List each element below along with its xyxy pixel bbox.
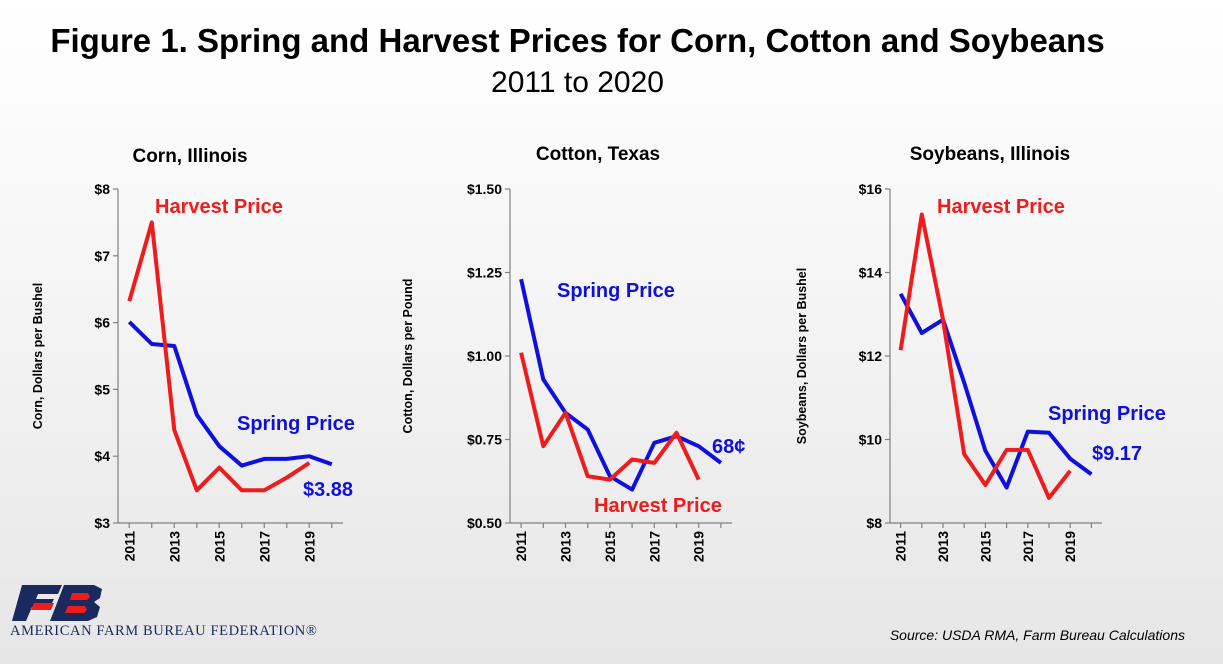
chart-3-x-tick-label: 2019 <box>1062 531 1078 562</box>
chart-3-series-spring-price <box>898 292 1093 490</box>
afbf-logo <box>10 585 410 645</box>
chart-2-y-tick-label: $0.50 <box>467 515 502 531</box>
chart-3-y-tick-label: $8 <box>866 515 882 531</box>
chart-2-y-tick-label: $1.25 <box>467 265 502 281</box>
chart-2-x-tick-label: 2017 <box>646 531 662 562</box>
chart-3-y-tick-label: $14 <box>859 265 883 281</box>
chart-1-y-tick-label: $3 <box>94 515 110 531</box>
chart-1-y-tick-label: $8 <box>94 181 110 197</box>
chart-3-x-tick-label: 2017 <box>1020 531 1036 562</box>
chart-3-annotation: Spring Price <box>1048 403 1166 425</box>
chart-1-x-tick-label: 2017 <box>256 531 272 562</box>
chart-1-annotation: Spring Price <box>237 413 355 435</box>
chart-3-title: Soybeans, Illinois <box>910 144 1071 165</box>
chart-3-y-axis-label: Soybeans, Dollars per Bushel <box>795 268 809 444</box>
chart-3-x-tick-label: 2011 <box>893 531 909 562</box>
chart-1-x-tick-label: 2015 <box>211 531 227 562</box>
chart-2-series-spring-price <box>519 278 723 492</box>
chart-2-x-tick-label: 2013 <box>558 531 574 562</box>
chart-2-y-tick-label: $0.75 <box>467 432 502 448</box>
chart-3-y-tick-label: $12 <box>859 348 883 364</box>
figure-title: Figure 1. Spring and Harvest Prices for … <box>50 22 1105 59</box>
chart-1-y-tick-label: $6 <box>94 315 110 331</box>
chart-2-y-axis-label: Cotton, Dollars per Pound <box>401 279 415 434</box>
chart-2-y-tick-label: $1.50 <box>467 181 502 197</box>
chart-3-x-tick-label: 2013 <box>935 531 951 562</box>
chart-1-x-tick-label: 2013 <box>166 531 182 562</box>
chart-2-title: Cotton, Texas <box>536 144 660 165</box>
figure-subtitle: 2011 to 2020 <box>491 66 664 99</box>
chart-2-x-tick-label: 2015 <box>602 531 618 562</box>
chart-1-series-harvest-price <box>127 220 311 493</box>
chart-2-x-tick-label: 2011 <box>513 531 529 562</box>
chart-1-title: Corn, Illinois <box>132 146 247 167</box>
chart-3-y-tick-label: $10 <box>859 432 883 448</box>
chart-1-annotation: Harvest Price <box>155 196 283 218</box>
chart-1-x-tick-label: 2011 <box>121 531 137 562</box>
chart-1-y-tick-label: $7 <box>94 248 110 264</box>
afbf-logo-mark-icon <box>12 585 102 621</box>
logo-text: AMERICAN FARM BUREAU FEDERATION® <box>10 623 318 639</box>
chart-1-y-tick-label: $4 <box>94 448 110 464</box>
chart-1-annotation: $3.88 <box>303 479 353 501</box>
chart-3-y-tick-label: $16 <box>859 181 883 197</box>
chart-3-series-harvest-price <box>898 212 1072 500</box>
chart-3-x-tick-label: 2015 <box>977 531 993 562</box>
source-note: Source: USDA RMA, Farm Bureau Calculatio… <box>889 627 1185 643</box>
chart-3-annotation: Harvest Price <box>937 196 1065 218</box>
chart-1-y-axis-label: Corn, Dollars per Bushel <box>31 283 45 430</box>
chart-2-x-tick-label: 2019 <box>691 531 707 562</box>
chart-2-annotation: Spring Price <box>557 280 675 302</box>
chart-2-y-tick-label: $1.00 <box>467 348 502 364</box>
chart-2-annotation: Harvest Price <box>594 495 722 517</box>
chart-2-series-harvest-price <box>519 352 701 482</box>
chart-2-annotation: 68¢ <box>712 436 745 458</box>
chart-1-series-spring-price <box>127 320 333 468</box>
chart-1-x-tick-label: 2019 <box>301 531 317 562</box>
chart-3-annotation: $9.17 <box>1092 443 1142 465</box>
chart-1-y-tick-label: $5 <box>94 381 110 397</box>
